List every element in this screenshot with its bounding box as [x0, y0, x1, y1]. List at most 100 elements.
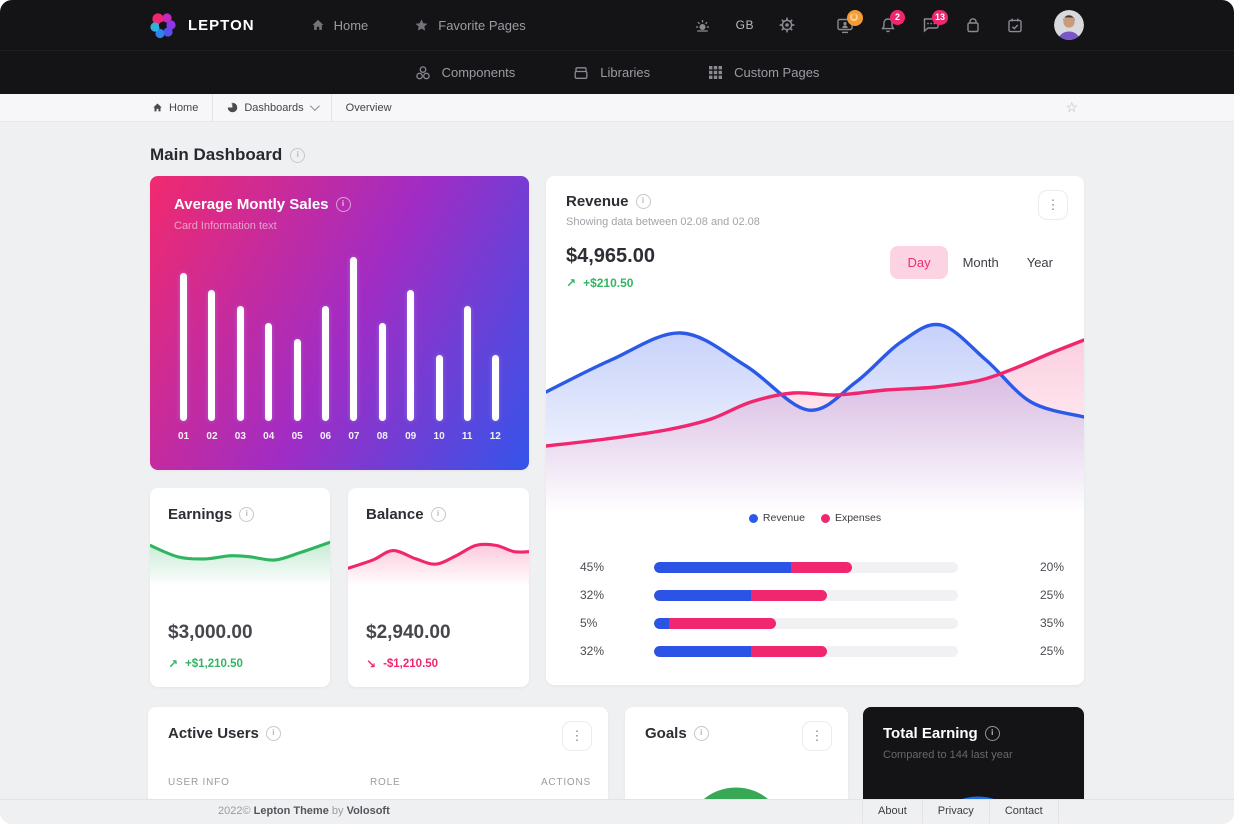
- bar-column[interactable]: 04: [263, 322, 274, 442]
- footer: 2022© Lepton Theme by Volosoft About Pri…: [0, 799, 1234, 824]
- revenue-amount: $4,965.00: [566, 245, 655, 267]
- bar-column[interactable]: 05: [292, 339, 303, 442]
- bar-column[interactable]: 01: [178, 273, 189, 442]
- earnings-amount: $3,000.00: [168, 622, 253, 643]
- nav-label: Libraries: [600, 65, 651, 80]
- kebab-menu-button[interactable]: [562, 721, 592, 751]
- progress-pink-segment: [751, 589, 828, 601]
- info-icon[interactable]: [265, 726, 281, 741]
- period-switcher: Day Month Year: [890, 246, 1066, 279]
- period-month-button[interactable]: Month: [950, 246, 1012, 279]
- bar-column[interactable]: 03: [235, 306, 246, 442]
- loading-badge: [847, 9, 863, 26]
- active-users-card: Active Users USER INFO ROLE ACTIONS: [148, 707, 608, 800]
- progress-row: 45% 20%: [566, 560, 1064, 574]
- footer-link-contact[interactable]: Contact: [988, 800, 1059, 823]
- expenses-series-area: [546, 340, 1084, 512]
- goals-donut-chart: [702, 787, 770, 800]
- footer-copyright: 2022© Lepton Theme by Volosoft: [218, 800, 390, 823]
- copyright-year: 2022©: [218, 805, 251, 817]
- nav-custom-pages[interactable]: Custom Pages: [708, 65, 819, 80]
- goals-card: Goals: [625, 707, 848, 800]
- bar-label: 11: [461, 431, 473, 442]
- messages-button[interactable]: 13: [922, 10, 948, 33]
- by-text: by: [331, 805, 344, 817]
- period-day-button[interactable]: Day: [890, 246, 948, 279]
- period-year-button[interactable]: Year: [1014, 246, 1066, 279]
- breadcrumb-home[interactable]: Home: [150, 94, 212, 121]
- bar-label: 09: [405, 431, 417, 442]
- brand-name: LEPTON: [188, 16, 255, 34]
- bar-column[interactable]: 09: [405, 289, 417, 442]
- progress-pink-segment: [669, 617, 776, 629]
- nav-home[interactable]: Home: [311, 18, 368, 33]
- kebab-menu-button[interactable]: [1038, 190, 1068, 220]
- notifications-badge: 2: [890, 9, 905, 25]
- star-icon: [415, 18, 428, 31]
- progress-blue-segment: [654, 617, 670, 629]
- legend-expenses: Expenses: [820, 512, 881, 524]
- monthly-sales-bar-chart: 01 02 03 04 05 06 07 08 09 10 11 12: [178, 242, 501, 442]
- bar-column[interactable]: 11: [461, 306, 473, 442]
- card-subtitle: Showing data between 02.08 and 02.08: [566, 216, 760, 228]
- info-icon[interactable]: [430, 507, 446, 522]
- progress-right-label: 25%: [1039, 588, 1064, 602]
- column-user-info: USER INFO: [168, 777, 230, 788]
- bar-column[interactable]: 10: [434, 355, 445, 442]
- delta-value: +$1,210.50: [185, 658, 243, 670]
- nav-favorite-pages[interactable]: Favorite Pages: [414, 17, 526, 33]
- messages-badge: 13: [931, 10, 948, 25]
- cart-button[interactable]: [965, 17, 981, 34]
- info-icon[interactable]: [335, 197, 351, 212]
- bar-column[interactable]: 02: [206, 289, 218, 442]
- bag-icon: [967, 17, 979, 32]
- progress-left-label: 32%: [580, 644, 605, 658]
- language-selector[interactable]: GB: [735, 18, 754, 32]
- kebab-menu-button[interactable]: [802, 721, 832, 751]
- visitors-button[interactable]: [836, 9, 863, 34]
- settings-button[interactable]: [779, 17, 795, 33]
- revenue-split-bars: 45% 20% 32% 25% 5% 35% 32% 25%: [566, 560, 1064, 672]
- info-icon[interactable]: [984, 726, 1000, 741]
- nav-label: Favorite Pages: [438, 17, 526, 33]
- legend-dot-blue: [748, 513, 758, 523]
- bar-column[interactable]: 08: [376, 322, 388, 442]
- favorite-star-button[interactable]: ☆: [1059, 98, 1084, 117]
- info-icon[interactable]: [290, 147, 306, 163]
- nav-libraries[interactable]: Libraries: [573, 65, 650, 81]
- card-title: Earnings: [168, 506, 255, 523]
- calendar-button[interactable]: [1007, 17, 1023, 34]
- breadcrumb-overview[interactable]: Overview: [332, 94, 406, 121]
- info-icon[interactable]: [635, 194, 651, 209]
- progress-left-label: 32%: [580, 588, 605, 602]
- bar-column[interactable]: 07: [348, 257, 359, 442]
- bar-label: 02: [206, 431, 218, 442]
- user-avatar[interactable]: [1054, 10, 1084, 40]
- avatar-photo: [1054, 10, 1084, 40]
- progress-track: [654, 617, 958, 629]
- theme-toggle-button[interactable]: [694, 18, 711, 33]
- footer-link-privacy[interactable]: Privacy: [921, 800, 989, 823]
- balance-card: Balance $2,940.00 ↘ -$1,210.50: [348, 488, 529, 687]
- info-icon[interactable]: [693, 726, 709, 741]
- brand[interactable]: LEPTON: [148, 10, 255, 40]
- info-icon[interactable]: [239, 507, 255, 522]
- breadcrumb-dashboards[interactable]: Dashboards: [213, 94, 330, 121]
- sun-icon: [695, 19, 709, 32]
- card-title-text: Revenue: [566, 193, 629, 210]
- topnav-links: Home Favorite Pages: [311, 18, 526, 33]
- notifications-button[interactable]: 2: [880, 9, 905, 34]
- nav-components[interactable]: Components: [415, 65, 515, 81]
- bar-column[interactable]: 06: [320, 306, 331, 442]
- card-title-text: Total Earning: [883, 725, 978, 742]
- card-title-text: Earnings: [168, 506, 233, 523]
- users-table-header: USER INFO ROLE ACTIONS: [148, 777, 608, 800]
- bar-label: 08: [376, 431, 388, 442]
- dashboards-icon: [228, 102, 238, 113]
- gear-icon: [779, 17, 795, 33]
- company-name: Volosoft: [346, 805, 390, 817]
- footer-link-about[interactable]: About: [862, 800, 922, 823]
- main-content: Main Dashboard Average Montly Sales Card…: [0, 122, 1234, 800]
- bar-column[interactable]: 12: [490, 355, 501, 442]
- balance-delta: ↘ -$1,210.50: [366, 657, 438, 671]
